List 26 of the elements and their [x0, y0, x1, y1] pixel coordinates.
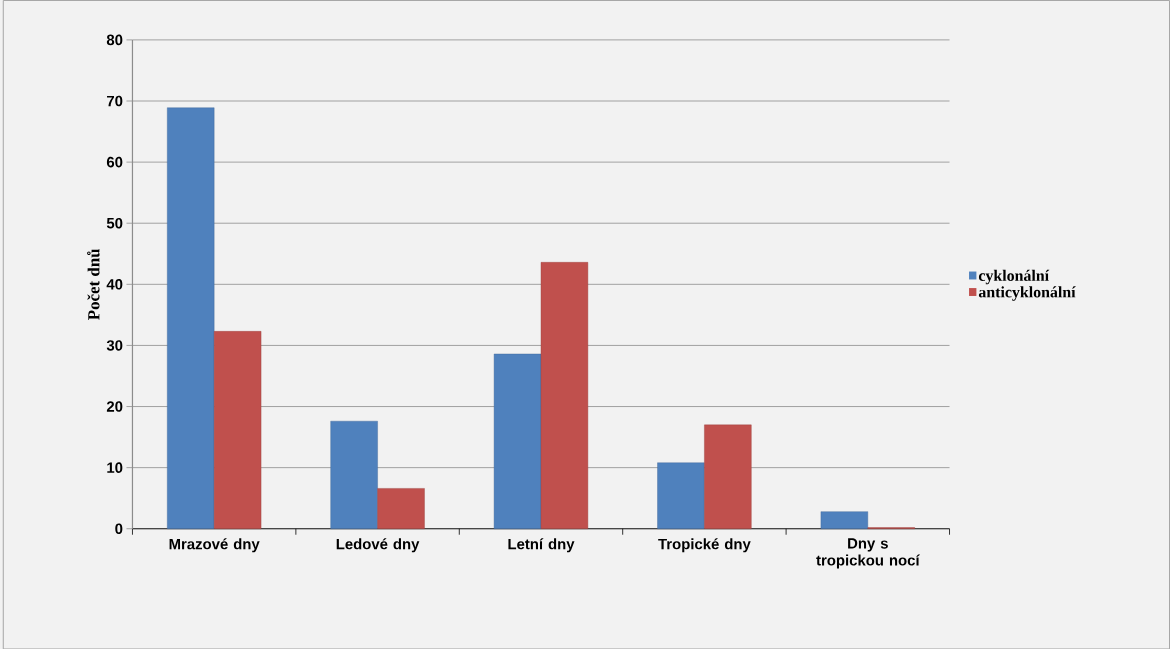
y-tick-label: 60 — [106, 156, 123, 168]
bar — [704, 424, 752, 529]
bar — [213, 330, 262, 529]
y-tick-label: 0 — [115, 523, 123, 534]
legend-label: cyklonální — [978, 269, 1050, 285]
legend-label: anticyklonální — [978, 286, 1076, 301]
x-tick-label: Dny s tropickou nocí — [816, 538, 920, 569]
y-tick-label: 40 — [106, 278, 123, 290]
y-axis-title: Počet dnů — [87, 248, 100, 320]
bar — [330, 420, 378, 529]
x-tick-label: Ledové dny — [336, 538, 420, 553]
bar — [540, 261, 589, 529]
bar — [820, 511, 869, 529]
y-tick-label: 70 — [107, 95, 123, 107]
y-tick-label: 20 — [106, 401, 123, 412]
y-tick-label: 80 — [106, 34, 123, 45]
x-tick-label: Mrazové dny — [169, 538, 260, 553]
x-tick-label: Tropické dny — [658, 538, 751, 553]
y-tick-label: 10 — [107, 462, 123, 473]
bar — [377, 487, 425, 529]
bar — [657, 462, 705, 529]
y-tick-label: 30 — [106, 339, 123, 351]
y-tick-label: 50 — [106, 217, 123, 229]
bar — [493, 353, 542, 529]
x-tick-label: Letní dny — [508, 538, 575, 553]
bar — [167, 107, 215, 529]
